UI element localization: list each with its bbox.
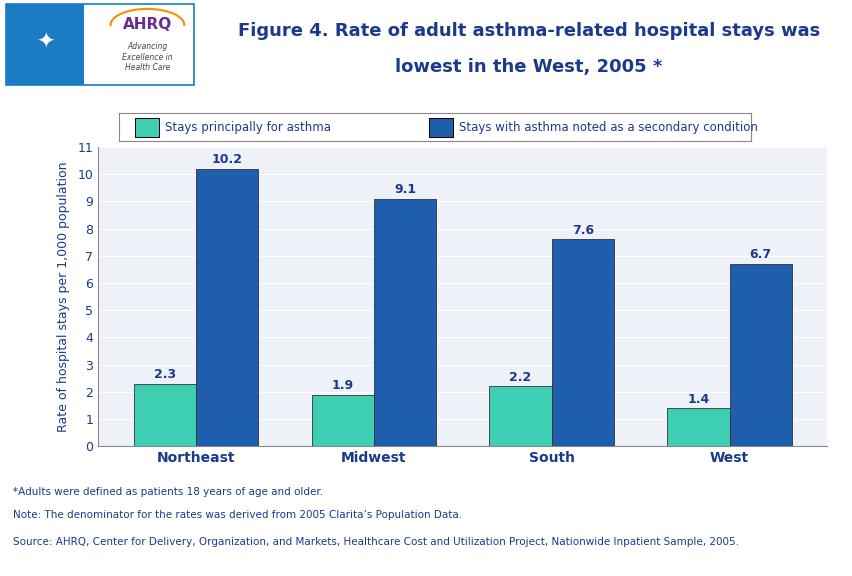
Text: 10.2: 10.2 <box>211 153 242 166</box>
Text: Stays with asthma noted as a secondary condition: Stays with asthma noted as a secondary c… <box>458 121 757 134</box>
Bar <box>6 5 83 85</box>
Bar <box>196 169 258 446</box>
Bar <box>373 199 435 446</box>
Text: *Adults were defined as patients 18 years of age and older.: *Adults were defined as patients 18 year… <box>13 487 323 497</box>
Text: lowest in the West, 2005 *: lowest in the West, 2005 * <box>394 58 662 76</box>
Bar <box>666 408 728 446</box>
Bar <box>489 386 551 446</box>
Text: 1.9: 1.9 <box>331 379 354 392</box>
Y-axis label: Rate of hospital stays per 1,000 population: Rate of hospital stays per 1,000 populat… <box>57 161 71 432</box>
Text: Excellence in: Excellence in <box>122 52 172 62</box>
Text: 9.1: 9.1 <box>394 183 416 196</box>
Text: ✦: ✦ <box>36 33 55 53</box>
Text: 6.7: 6.7 <box>749 248 771 262</box>
Text: 7.6: 7.6 <box>571 223 593 237</box>
Text: 2.2: 2.2 <box>509 371 531 384</box>
Bar <box>134 384 196 446</box>
Text: Note: The denominator for the rates was derived from 2005 Clarita’s Population D: Note: The denominator for the rates was … <box>13 510 462 520</box>
Text: Source: AHRQ, Center for Delivery, Organization, and Markets, Healthcare Cost an: Source: AHRQ, Center for Delivery, Organ… <box>13 537 738 547</box>
Text: 1.4: 1.4 <box>687 393 709 406</box>
Bar <box>429 118 452 137</box>
Text: Stays principally for asthma: Stays principally for asthma <box>165 121 331 134</box>
Bar <box>311 395 373 446</box>
Bar <box>551 240 613 446</box>
Text: Advancing: Advancing <box>127 42 167 51</box>
Bar <box>135 118 159 137</box>
Text: AHRQ: AHRQ <box>123 17 172 32</box>
Text: Figure 4. Rate of adult asthma-related hospital stays was: Figure 4. Rate of adult asthma-related h… <box>238 22 819 40</box>
Text: 2.3: 2.3 <box>153 368 176 381</box>
Text: Health Care: Health Care <box>124 63 170 73</box>
Bar <box>728 264 791 446</box>
